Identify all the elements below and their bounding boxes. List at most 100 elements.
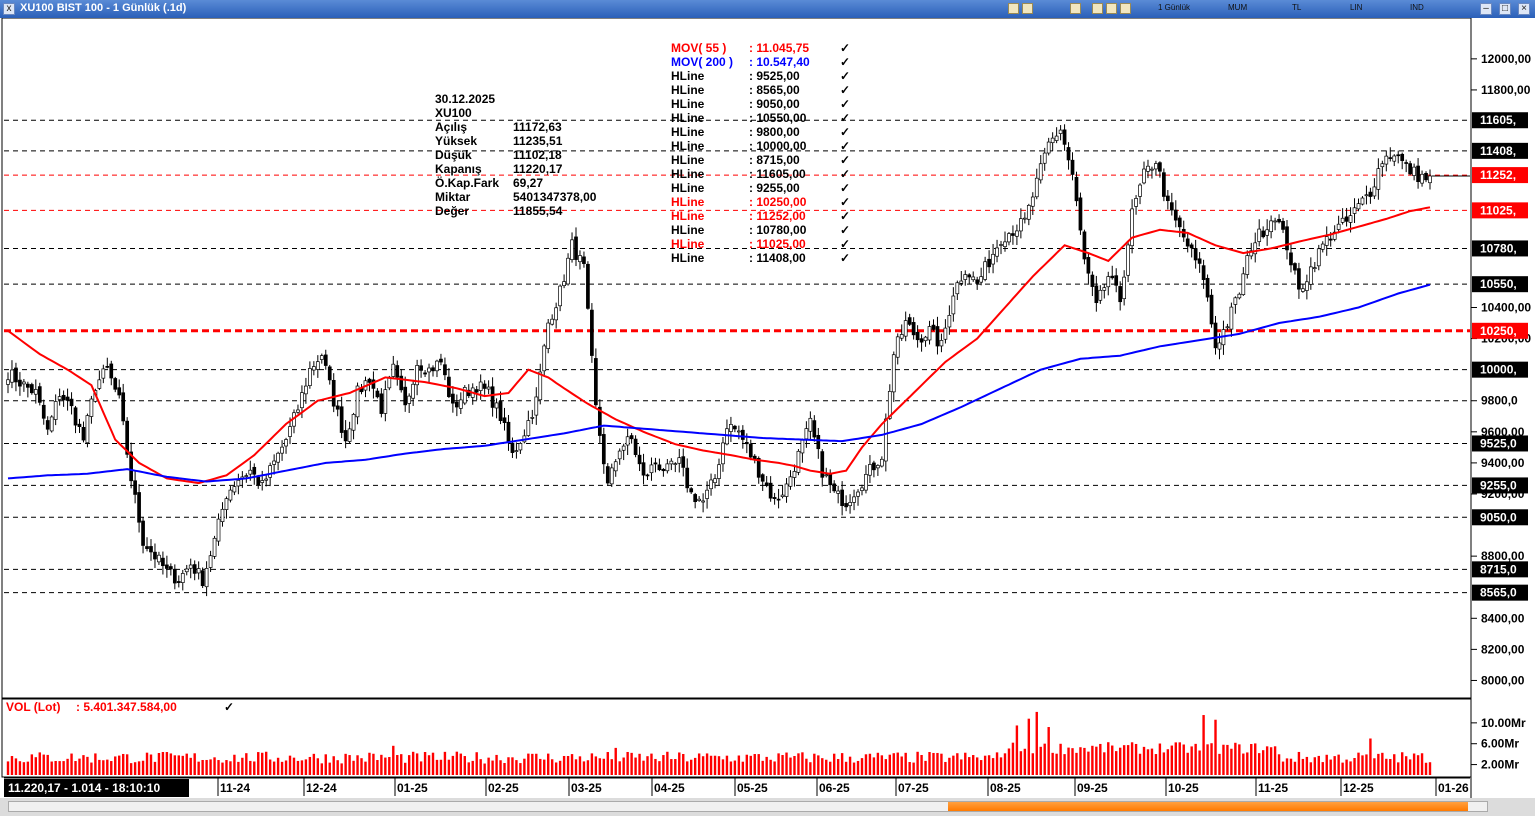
toolbar-color-icon[interactable]	[1022, 3, 1033, 14]
ma55-line	[7, 206, 1431, 485]
candle-body	[1165, 195, 1170, 202]
candle-body	[443, 364, 447, 376]
candle-body	[756, 458, 761, 478]
volume-bar	[900, 756, 903, 775]
candle-body	[1265, 229, 1269, 236]
volume-bar	[801, 752, 804, 775]
candle-body	[399, 375, 404, 391]
volume-bar	[928, 752, 931, 775]
close-icon[interactable]: ×	[1518, 3, 1530, 15]
legend-name: MOV( 200 )	[671, 55, 733, 69]
candle-body	[1360, 197, 1365, 205]
volume-bar	[451, 755, 455, 775]
candle-body	[248, 469, 253, 475]
volume-bar	[114, 756, 117, 775]
toolbar-draw-icon[interactable]	[1070, 3, 1081, 14]
status-readout: 11.220,17 - 1.014 - 18:10:10	[4, 779, 189, 797]
candle-body	[1066, 147, 1071, 161]
volume-legend-check: ✓	[224, 700, 234, 714]
candle-body	[927, 326, 932, 341]
candle-body	[510, 442, 515, 453]
candle-body	[141, 520, 145, 546]
price-chart[interactable]: 12000,0011800,0010400,0010200,009800,096…	[0, 18, 1535, 798]
volume-bar	[1309, 762, 1313, 775]
volume-bar	[435, 759, 439, 775]
candle-body	[1404, 162, 1409, 164]
candle-body	[526, 420, 531, 436]
volume-bar	[1265, 746, 1269, 775]
y-tick-label: 10400,00	[1481, 300, 1531, 314]
info-label: Kapanış	[435, 162, 482, 176]
y-tick-label: 9600,00	[1481, 425, 1525, 439]
scroll-track[interactable]	[8, 801, 1488, 812]
candle-body	[490, 386, 495, 408]
toolbar-currency[interactable]: TL	[1292, 3, 1302, 12]
candle-body	[208, 555, 213, 568]
toolbar-period[interactable]: 1 Günlük	[1158, 3, 1191, 12]
volume-legend-name: VOL (Lot)	[6, 700, 60, 714]
info-symbol: XU100	[435, 106, 472, 120]
candle-body	[590, 309, 594, 356]
horizontal-scrollbar[interactable]	[0, 798, 1535, 816]
volume-bar	[1031, 753, 1034, 775]
volume-bar	[836, 759, 840, 775]
toolbar-indicator[interactable]: IND	[1410, 3, 1424, 12]
minimize-icon[interactable]: –	[1480, 3, 1492, 15]
toolbar-chart-type[interactable]: MUM	[1228, 3, 1248, 12]
volume-bar	[558, 760, 562, 775]
toolbar-arrow-icon[interactable]	[1120, 3, 1131, 14]
candle-body	[733, 425, 737, 430]
volume-bar	[1408, 759, 1412, 775]
candle-body	[29, 384, 34, 394]
scroll-thumb[interactable]	[948, 802, 1468, 811]
legend-check: ✓	[840, 69, 850, 83]
toolbar-scale[interactable]: LIN	[1350, 3, 1363, 12]
toolbar-pencil-icon[interactable]	[1092, 3, 1103, 14]
candle-body	[562, 281, 566, 286]
volume-bar	[272, 761, 276, 775]
y-tick-label: 9800,0	[1481, 394, 1518, 408]
volume-bar	[14, 758, 18, 775]
candle-body	[327, 366, 332, 381]
candle-body	[860, 487, 864, 491]
hline-tag-bg	[1472, 142, 1528, 159]
volume-bar	[1397, 762, 1400, 775]
candle-body	[1233, 297, 1238, 305]
candle-body	[613, 461, 618, 472]
toolbar-line-icon[interactable]	[1106, 3, 1117, 14]
candle-body	[554, 307, 558, 321]
candle-body	[391, 363, 396, 377]
volume-bar	[908, 762, 911, 775]
candle-body	[856, 491, 860, 497]
volume-bar	[634, 757, 637, 775]
toolbar-tool-icon[interactable]	[1008, 3, 1019, 14]
volume-bar	[1420, 753, 1424, 775]
candle-body	[1094, 285, 1099, 304]
maximize-icon[interactable]: □	[1499, 3, 1511, 15]
volume-bar	[384, 757, 387, 775]
legend-check: ✓	[840, 153, 850, 167]
volume-bar	[372, 753, 375, 775]
volume-bar	[1305, 756, 1309, 775]
volume-bar	[1373, 758, 1376, 775]
volume-bar	[82, 755, 85, 775]
candle-body	[717, 464, 721, 479]
window-menu-icon[interactable]: x	[3, 3, 15, 15]
volume-bar	[920, 754, 923, 775]
volume-bar	[1162, 752, 1166, 775]
candle-body	[550, 318, 555, 325]
candle-body	[1380, 163, 1385, 168]
volume-bar	[689, 759, 693, 775]
candle-body	[939, 340, 944, 347]
volume-bar	[888, 754, 891, 775]
volume-bar	[392, 745, 395, 775]
candle-body	[323, 354, 328, 366]
volume-bar	[1416, 755, 1420, 775]
candle-body	[45, 420, 50, 430]
legend-name: HLine	[671, 167, 705, 181]
volume-bar	[809, 762, 812, 775]
candle-body	[407, 395, 412, 404]
hline-tag-bg	[1472, 509, 1528, 526]
volume-bar	[300, 760, 304, 775]
volume-bar	[1051, 752, 1054, 775]
